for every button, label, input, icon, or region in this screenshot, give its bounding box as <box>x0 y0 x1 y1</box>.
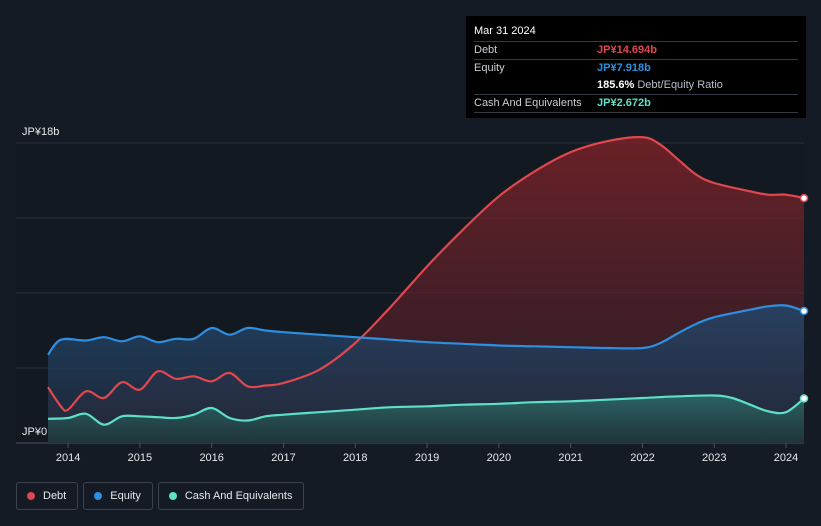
legend-debt-label: Debt <box>43 490 67 502</box>
y-axis-bottom-label: JP¥0 <box>22 426 47 438</box>
tooltip-ratio-label: Debt/Equity Ratio <box>637 79 723 91</box>
x-tick-label: 2021 <box>558 452 582 464</box>
x-tick-label: 2022 <box>630 452 654 464</box>
debt-end-marker <box>799 193 809 203</box>
x-axis-ticks: 2014 2015 2016 2017 2018 2019 2020 2021 2022 2023… <box>56 443 798 464</box>
legend-item-cash[interactable]: Cash And Equivalents <box>157 482 305 510</box>
tooltip-cash-label: Cash And Equivalents <box>474 97 582 109</box>
x-tick-label: 2018 <box>343 452 367 464</box>
cash-line <box>47 394 805 426</box>
cash-area <box>48 395 804 443</box>
tooltip-row-ratio: 185.6% Debt/Equity Ratio <box>474 77 798 95</box>
cash-end-marker <box>799 394 809 403</box>
equity-dot-icon <box>94 492 103 500</box>
legend-equity-label: Equity <box>110 490 141 502</box>
legend-item-debt[interactable]: Debt <box>16 482 79 510</box>
legend-cash-label: Cash And Equivalents <box>184 490 293 502</box>
cash-dot-icon <box>168 492 177 500</box>
tooltip-panel: Mar 31 2024 Debt JP¥14.694b Equity JP¥7.… <box>466 16 806 118</box>
tooltip-row-equity: Equity JP¥7.918b <box>474 60 798 77</box>
tooltip-date: Mar 31 2024 <box>474 24 798 42</box>
x-tick-label: 2016 <box>199 452 223 464</box>
equity-line <box>47 304 805 356</box>
tooltip-row-cash: Cash And Equivalents JP¥2.672b <box>474 95 798 113</box>
x-tick-label: 2023 <box>702 452 726 464</box>
x-tick-label: 2020 <box>487 452 511 464</box>
tooltip-equity-value: JP¥7.918b <box>597 62 651 74</box>
tooltip-debt-label: Debt <box>474 44 498 56</box>
tooltip-ratio-value: 185.6% <box>597 79 635 91</box>
x-tick-label: 2015 <box>128 452 152 464</box>
tooltip-row-debt: Debt JP¥14.694b <box>474 42 798 60</box>
series-areas <box>48 137 804 443</box>
tooltip-debt-value: JP¥14.694b <box>597 44 657 56</box>
x-tick-label: 2024 <box>774 452 798 464</box>
x-tick-label: 2017 <box>271 452 295 464</box>
tooltip-equity-label: Equity <box>474 62 505 74</box>
equity-end-marker <box>799 306 809 316</box>
debt-line <box>47 135 805 412</box>
legend: Debt Equity Cash And Equivalents <box>16 482 305 510</box>
x-tick-label: 2014 <box>56 452 80 464</box>
series-lines <box>47 135 805 426</box>
debt-dot-icon <box>27 492 35 500</box>
y-axis-top-label: JP¥18b <box>22 126 59 138</box>
x-tick-label: 2019 <box>415 452 439 464</box>
legend-item-equity[interactable]: Equity <box>83 482 153 510</box>
series-end-markers <box>799 193 809 403</box>
tooltip-cash-value: JP¥2.672b <box>597 97 651 109</box>
